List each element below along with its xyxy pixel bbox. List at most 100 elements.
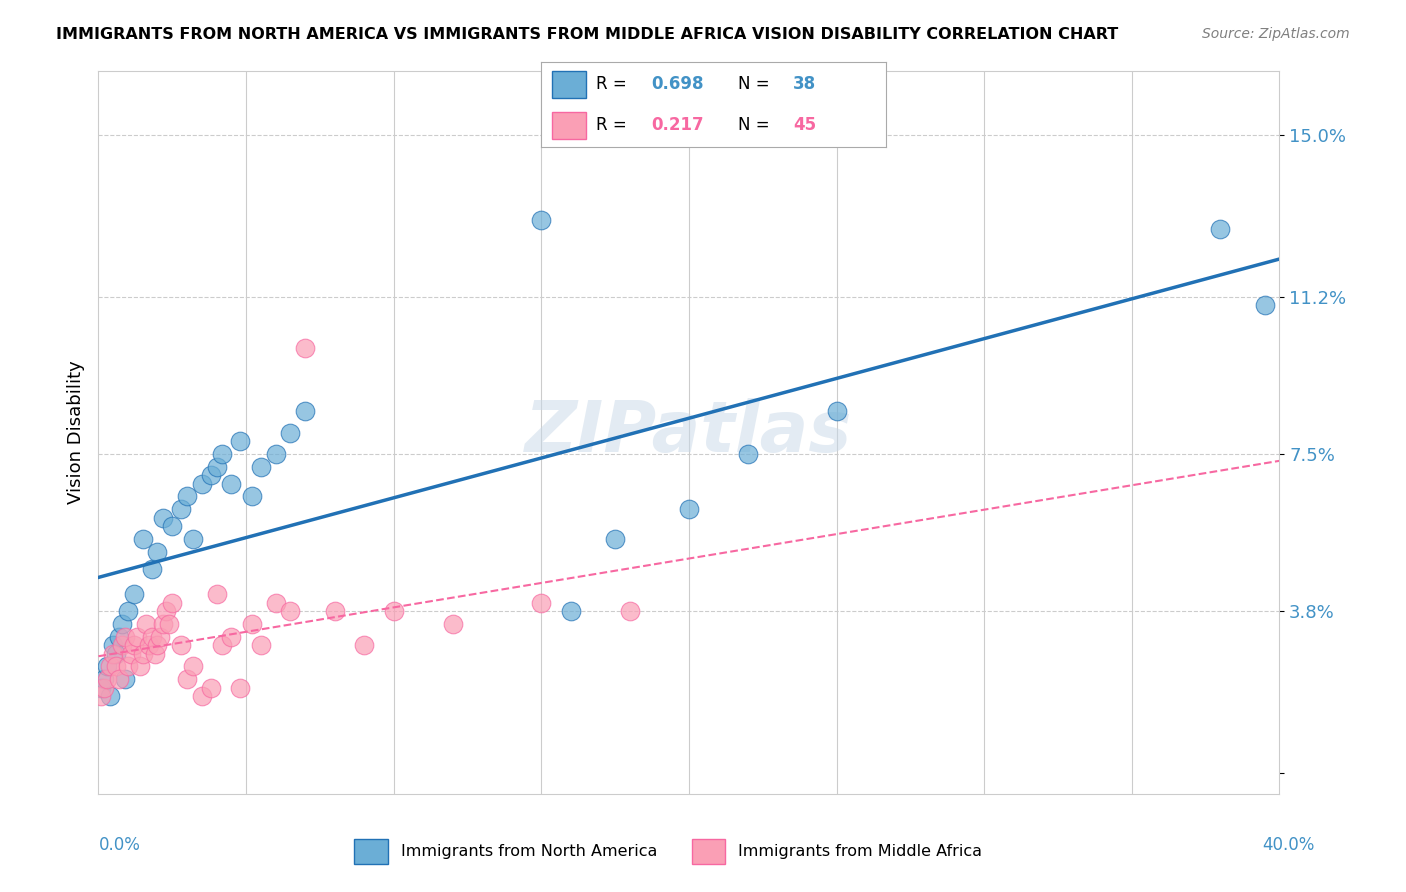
Point [191,476,214,491]
Point [264,447,287,461]
Point [181,659,204,673]
Point [280,425,302,440]
Bar [551,71,586,98]
Text: R =: R = [596,75,633,93]
Point [737,447,759,461]
Point [221,630,243,644]
Point [146,638,169,652]
Point [382,604,405,618]
Point [103,647,125,661]
Point [149,630,172,644]
Point [117,604,139,618]
Point [141,630,163,644]
Point [157,616,180,631]
Point [323,604,346,618]
Point [221,476,243,491]
Point [111,616,134,631]
Point [200,681,222,695]
Point [240,616,263,631]
Point [132,532,155,546]
Point [205,587,228,601]
Point [132,647,155,661]
Point [114,630,136,644]
Point [1254,298,1277,312]
Point [138,638,160,652]
Point [141,561,163,575]
Point [205,459,228,474]
Point [152,510,174,524]
Point [155,604,177,618]
Point [117,659,139,673]
Point [105,647,128,661]
Point [353,638,375,652]
Point [530,213,553,227]
Point [93,672,115,686]
Text: 40.0%: 40.0% [1263,836,1315,854]
Point [619,604,641,618]
Point [108,672,131,686]
Point [229,434,252,449]
Point [108,630,131,644]
Point [114,672,136,686]
Point [162,596,183,610]
Text: R =: R = [596,116,633,134]
Point [200,468,222,483]
Point [90,689,112,703]
Point [176,489,198,503]
Point [96,672,118,686]
Point [294,341,316,355]
Point [530,596,553,610]
Point [211,638,233,652]
Point [146,544,169,558]
Text: N =: N = [738,116,775,134]
Text: N =: N = [738,75,775,93]
Point [181,532,204,546]
Bar [354,839,388,864]
Text: 0.698: 0.698 [651,75,704,93]
Point [128,659,150,673]
Point [441,616,464,631]
Text: ZIPatlas: ZIPatlas [526,398,852,467]
Point [264,596,287,610]
Text: Immigrants from Middle Africa: Immigrants from Middle Africa [738,845,983,859]
Point [152,616,174,631]
Point [98,689,121,703]
Point [280,604,302,618]
Point [122,587,145,601]
Point [250,638,273,652]
Point [294,404,316,418]
Point [170,502,193,516]
Point [211,447,233,461]
Point [170,638,193,652]
Point [103,638,125,652]
Y-axis label: Vision Disability: Vision Disability [66,360,84,505]
Point [143,647,166,661]
Bar [692,839,725,864]
Text: 0.217: 0.217 [651,116,704,134]
Point [191,689,214,703]
Point [678,502,700,516]
Point [111,638,134,652]
Text: 45: 45 [793,116,815,134]
Text: 0.0%: 0.0% [98,836,141,854]
Point [240,489,263,503]
Point [229,681,252,695]
Point [560,604,582,618]
Text: IMMIGRANTS FROM NORTH AMERICA VS IMMIGRANTS FROM MIDDLE AFRICA VISION DISABILITY: IMMIGRANTS FROM NORTH AMERICA VS IMMIGRA… [56,27,1119,42]
Point [825,404,848,418]
Point [250,459,273,474]
Point [105,659,128,673]
Text: 38: 38 [793,75,815,93]
Bar [551,112,586,139]
Point [122,638,145,652]
Point [605,532,627,546]
Point [125,630,148,644]
Point [93,681,115,695]
Point [98,659,121,673]
Point [162,519,183,533]
Point [90,681,112,695]
Point [1209,221,1232,235]
Point [96,659,118,673]
Point [135,616,157,631]
Text: Immigrants from North America: Immigrants from North America [401,845,657,859]
